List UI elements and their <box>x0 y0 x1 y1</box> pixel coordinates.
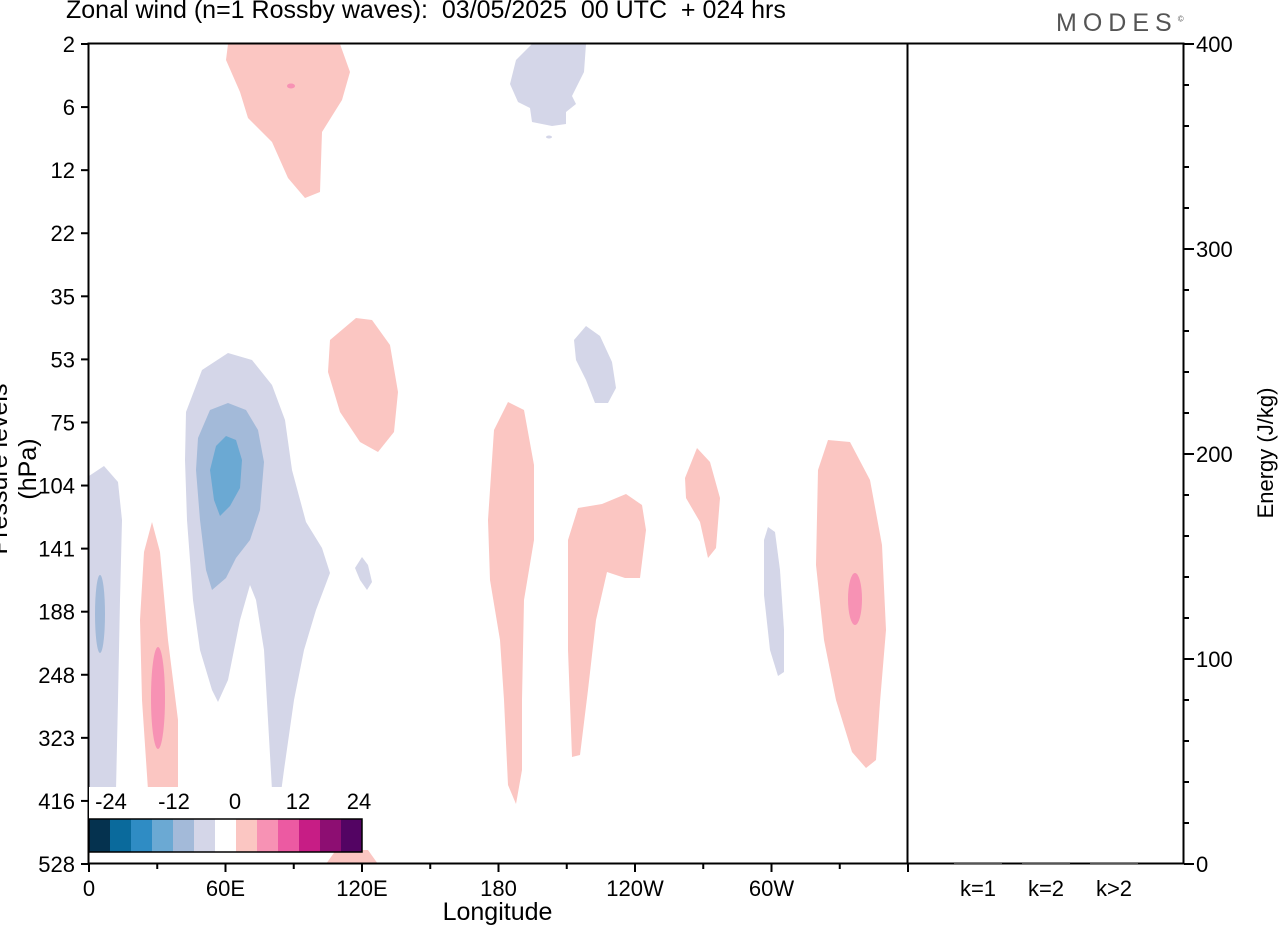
energy-bar <box>1090 862 1138 864</box>
brand-logo: MODES© <box>1056 9 1184 38</box>
colorbar-tick-label: -12 <box>158 789 190 814</box>
y-tick-label: 2 <box>63 32 75 57</box>
colorbar-swatch <box>341 819 362 852</box>
positive-anomaly-100w <box>685 448 720 558</box>
negative-anomaly-120e <box>355 557 372 590</box>
y-tick-label: 53 <box>51 347 75 372</box>
negative-core-60e-inner <box>210 436 242 516</box>
pressure-axis: 2 6 12 22 35 53 75 104 141 188 248 323 416 528 <box>38 32 89 877</box>
positive-core-left <box>151 647 165 749</box>
positive-anomaly-high <box>328 318 398 452</box>
y-tick-label: 528 <box>38 852 75 877</box>
x-axis-label: Longitude <box>442 898 553 926</box>
colorbar-swatch <box>152 819 173 852</box>
negative-anomaly-70w <box>764 527 784 676</box>
energy-axis: 0 100 200 300 400 <box>1184 32 1233 877</box>
colorbar-swatch <box>320 819 341 852</box>
colorbar-swatch <box>89 819 110 852</box>
positive-core-strat <box>287 83 295 89</box>
negative-anomaly-speck <box>546 135 552 139</box>
colorbar-swatch <box>194 819 215 852</box>
negative-core-left <box>95 575 105 653</box>
x-tick-label: 0 <box>83 876 95 901</box>
energy-category-label: k=1 <box>960 876 996 901</box>
negative-anomaly-left <box>89 466 122 830</box>
energy-tick-label: 200 <box>1196 442 1233 467</box>
colorbar: -24 -12 0 12 24 <box>88 787 371 853</box>
colorbar-swatch <box>173 819 194 852</box>
brand-mark: © <box>1177 14 1184 24</box>
brand-name: MODES <box>1056 9 1178 37</box>
x-tick-label: 60E <box>206 876 245 901</box>
energy-category-label: k>2 <box>1096 876 1132 901</box>
y-tick-label: 141 <box>38 537 75 562</box>
colorbar-swatch <box>131 819 152 852</box>
contour-field <box>89 44 886 864</box>
y-tick-label: 22 <box>51 221 75 246</box>
y-tick-label: 35 <box>51 284 75 309</box>
y-tick-label: 416 <box>38 789 75 814</box>
energy-category-label: k=2 <box>1028 876 1064 901</box>
energy-bar <box>1022 863 1070 864</box>
energy-tick-label: 400 <box>1196 32 1233 57</box>
colorbar-frame <box>88 818 363 853</box>
y-tick-label: 12 <box>51 158 75 183</box>
x-tick-label: 120E <box>336 876 387 901</box>
colorbar-swatch <box>215 819 236 852</box>
y-tick-label: 104 <box>38 474 75 499</box>
colorbar-swatch <box>278 819 299 852</box>
y-axis-label: Pressure levels (hPa) <box>0 383 42 555</box>
energy-panel-frame <box>906 42 1185 865</box>
x-tick-label: 120W <box>606 876 664 901</box>
y-tick-label: 188 <box>38 600 75 625</box>
positive-anomaly-140w <box>568 494 646 757</box>
positive-anomaly-bottom <box>326 850 378 864</box>
energy-tick-label: 300 <box>1196 237 1233 262</box>
colorbar-tick-label: 24 <box>347 789 371 814</box>
positive-anomaly-strat <box>226 44 350 198</box>
colorbar-tick-label: 0 <box>229 789 241 814</box>
colorbar-swatch <box>110 819 131 852</box>
x-tick-label: 60W <box>749 876 794 901</box>
y-tick-label: 248 <box>38 663 75 688</box>
chart-title: Zonal wind (n=1 Rossby waves): 03/05/202… <box>66 0 786 24</box>
energy-bar <box>954 863 1002 864</box>
energy-tick-label: 100 <box>1196 647 1233 672</box>
colorbar-tick-label: -24 <box>95 789 127 814</box>
colorbar-swatch <box>236 819 257 852</box>
negative-anomaly-strat <box>510 44 586 126</box>
positive-core-30w <box>848 573 862 625</box>
negative-anomaly-150w <box>574 326 616 403</box>
colorbar-swatch <box>299 819 320 852</box>
y-tick-label: 6 <box>63 95 75 120</box>
positive-anomaly-180 <box>488 402 534 804</box>
colorbar-swatch <box>257 819 278 852</box>
x-tick-label: 180 <box>480 876 517 901</box>
y-tick-label: 75 <box>51 410 75 435</box>
longitude-axis: 0 60E 120E 180 120W 60W <box>83 864 909 901</box>
energy-bars: k=1 k=2 k>2 <box>954 862 1138 901</box>
energy-tick-label: 0 <box>1196 852 1208 877</box>
colorbar-tick-label: 12 <box>286 789 310 814</box>
y-tick-label: 323 <box>38 726 75 751</box>
energy-axis-label: Energy (J/kg) <box>1253 387 1278 519</box>
